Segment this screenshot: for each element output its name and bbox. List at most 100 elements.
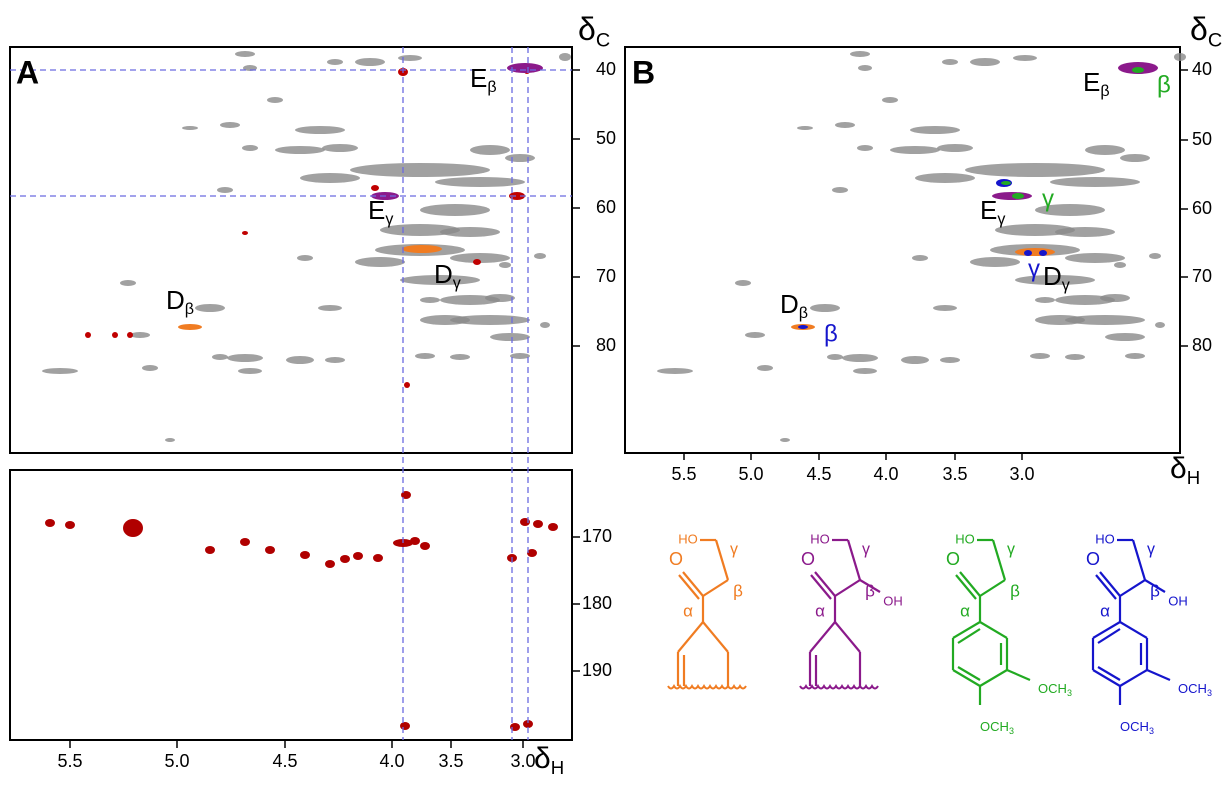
x-tick-label: 4.5 [272, 751, 297, 771]
peak-annotation-main: D [166, 285, 185, 315]
spectrum-peak [1001, 181, 1011, 185]
spectrum-peak [227, 354, 263, 362]
spectrum-peak [1065, 315, 1145, 325]
spectrum-peak [120, 280, 136, 286]
spectrum-peak [901, 356, 929, 364]
bond [957, 666, 981, 681]
peak-annotation-main: D [434, 259, 453, 289]
substituent-sub: 3 [1207, 688, 1212, 698]
y-tick-label: 60 [596, 197, 616, 217]
spectrum-peak [1100, 294, 1130, 302]
peak-annotation-sub: γ [997, 210, 1005, 228]
atom-label: γ [1007, 541, 1015, 558]
substituent: OCH3 [980, 719, 1014, 736]
spectrum-peak [65, 521, 75, 529]
spectrum-peak [1105, 333, 1145, 341]
spectrum-peak [178, 324, 202, 330]
spectrum-peak [297, 255, 313, 261]
spectrum-peak [1013, 55, 1037, 61]
spectrum-peak [340, 555, 350, 563]
spectrum-peak [123, 519, 143, 537]
spectrum-peak [853, 368, 877, 374]
spectrum-peak [398, 55, 422, 61]
spectrum-peak [42, 368, 78, 374]
spectrum-peak [1085, 145, 1125, 155]
spectrum-peak [450, 315, 530, 325]
peak-annotation-main: E [980, 195, 997, 225]
peak-annotation: Eγ [368, 195, 393, 228]
y-axis-label: δC [1190, 11, 1222, 51]
bond [1097, 666, 1121, 681]
spectrum-peak [325, 357, 345, 363]
spectrum-peak [165, 438, 175, 442]
peak-annotation-sub: β [487, 78, 496, 96]
substituent-main: OCH [1120, 719, 1149, 734]
spectrum-peak [940, 357, 960, 363]
bond [1144, 579, 1166, 593]
bond [1092, 669, 1121, 687]
spectrum-peak [1035, 204, 1105, 216]
atom-label: O [1086, 549, 1100, 569]
x-axis-label-sub: H [551, 757, 564, 778]
spectrum-peak [1050, 177, 1140, 187]
y-axis-label-sub: C [1208, 30, 1222, 52]
spectrum-peak [995, 224, 1075, 236]
spectrum-peak [933, 305, 957, 311]
spectrum-peak [559, 53, 571, 61]
spectrum-peak [318, 305, 342, 311]
spectrum-peak [235, 51, 255, 57]
bond [957, 628, 981, 644]
spectrum-peak [842, 354, 878, 362]
atom-label: γ [1147, 541, 1155, 558]
atom-label: O [946, 549, 960, 569]
peak-annotation-sub: γ [1062, 276, 1070, 294]
bond [1099, 571, 1121, 597]
bond [955, 574, 977, 600]
x-tick-label: 4.5 [806, 464, 831, 484]
bond [1006, 668, 1031, 682]
spectrum-peak [509, 192, 525, 200]
spectrum-peak [523, 720, 533, 728]
spectrum-peak [657, 368, 693, 374]
spectrum-peak [827, 354, 843, 360]
substituent-main: OCH [1178, 681, 1207, 696]
substituent-sub: 3 [1149, 726, 1154, 736]
atom-label: γ [730, 541, 738, 558]
x-axis-label: δH [1170, 452, 1200, 488]
spectrum-peak [415, 353, 435, 359]
spectrum-peak [970, 58, 1000, 66]
spectrum-peak [810, 304, 840, 312]
y-axis-label: δC [578, 11, 610, 51]
y-axis-label-main: δ [1190, 11, 1208, 47]
x-tick-label: 5.0 [738, 464, 763, 484]
peak-annotation: Dγ [1043, 261, 1070, 294]
spectrum-peak [286, 356, 314, 364]
spectrum-peak [745, 332, 765, 338]
bond [678, 574, 700, 600]
spectrum-peak [242, 145, 258, 151]
peak-annotation-sub: γ [385, 210, 393, 228]
x-tick-label: 4.0 [873, 464, 898, 484]
spectrum-peak [410, 537, 420, 545]
spectrum-peak [240, 538, 250, 546]
x-tick-label: 5.5 [671, 464, 696, 484]
spectrum-peak [510, 353, 530, 359]
wavy-bond [667, 684, 747, 690]
spectrum-peak [85, 332, 91, 338]
x-tick-label: 3.0 [510, 751, 535, 771]
atom-label: HO [810, 531, 830, 546]
spectrum-peak [1039, 250, 1047, 256]
atom-label: β [1010, 581, 1020, 600]
spectrum-peak [350, 163, 490, 177]
spectrum-peak [267, 97, 283, 103]
spectrum-peak [1024, 250, 1032, 256]
bond [1092, 621, 1121, 639]
y-tick-label: 40 [1192, 59, 1212, 79]
bond [979, 579, 1006, 597]
spectrum-peak [440, 295, 500, 305]
spectrum-peak [300, 173, 360, 183]
spectrum-peak [1149, 253, 1161, 259]
spectrum-peak [217, 187, 233, 193]
bond [1097, 628, 1121, 644]
atom-label: β [1150, 581, 1160, 600]
